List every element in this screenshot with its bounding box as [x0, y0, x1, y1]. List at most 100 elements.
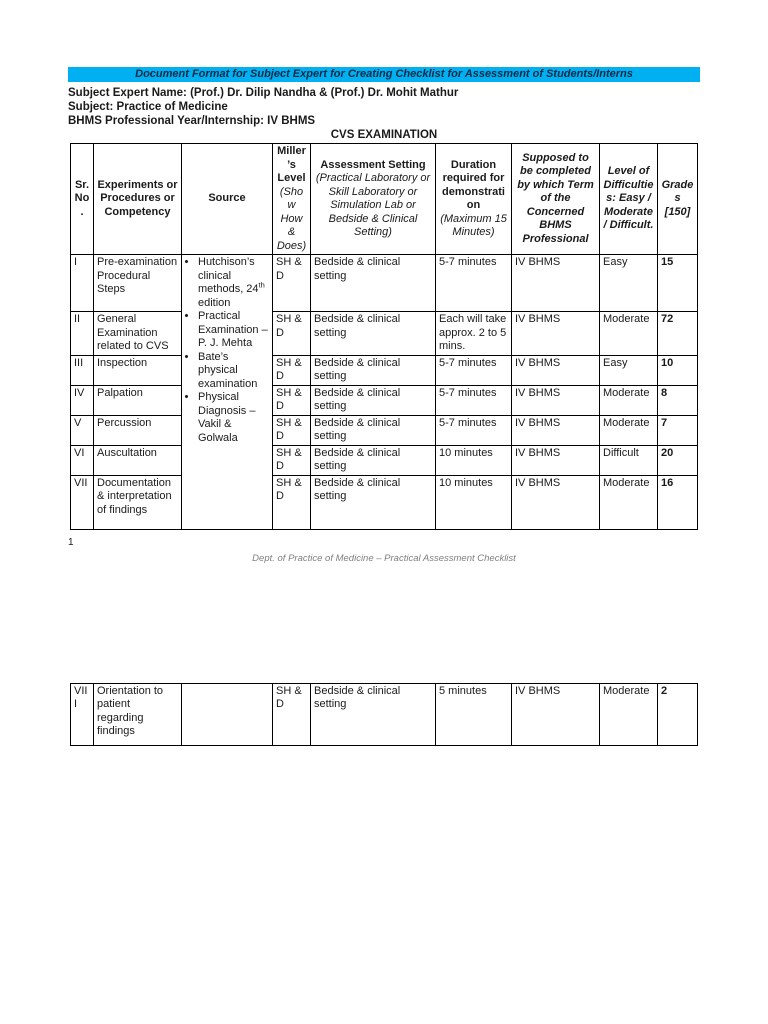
cell-difficulty: Moderate	[599, 474, 658, 530]
duration-title: Duration required for demonstration	[442, 158, 505, 212]
cell-term: IV BHMS	[511, 311, 600, 356]
cell-term: IV BHMS	[511, 354, 600, 386]
cell-difficulty: Moderate	[599, 414, 658, 446]
cell-grade: 72	[657, 311, 698, 356]
cell-assessment-setting: Bedside & clinical setting	[310, 444, 436, 476]
duration-subtitle: (Maximum 15 Minutes)	[440, 212, 507, 239]
cell-miller-level: SH & D	[272, 474, 311, 530]
col-header-grades: Grades [150]	[657, 143, 698, 255]
cell-sr-no: II	[70, 311, 94, 356]
cell-grade: 15	[657, 254, 698, 312]
table-row: II General Examination related to CVS SH…	[70, 311, 698, 356]
cell-experiment: Pre-examination Procedural Steps	[93, 254, 182, 312]
col-header-supposed-term: Supposed to be completed by which Term o…	[511, 143, 600, 255]
cell-assessment-setting: Bedside & clinical setting	[310, 254, 436, 312]
cell-experiment: General Examination related to CVS	[93, 311, 182, 356]
cell-source-list: Hutchison’s clinical methods, 24th editi…	[181, 254, 273, 530]
source-bullet-list: Hutchison’s clinical methods, 24th editi…	[185, 256, 269, 445]
cvs-examination-continuation-table: VIII Orientation to patient regarding fi…	[70, 682, 698, 746]
cell-miller-level: SH & D	[272, 444, 311, 476]
cell-assessment-setting: Bedside & clinical setting	[310, 414, 436, 446]
cell-grade: 10	[657, 354, 698, 386]
cell-miller-level: SH & D	[272, 414, 311, 446]
table-row: VIII Orientation to patient regarding fi…	[70, 682, 698, 746]
cell-sr-no: I	[70, 254, 94, 312]
cell-term: IV BHMS	[511, 414, 600, 446]
ordinal-superscript: th	[258, 280, 265, 290]
cell-grade: 16	[657, 474, 698, 530]
cell-duration: 5-7 minutes	[435, 254, 512, 312]
cell-experiment: Documentation & interpretation of findin…	[93, 474, 182, 530]
cell-miller-level: SH & D	[272, 254, 311, 312]
cell-duration: Each will take approx. 2 to 5 mins.	[435, 311, 512, 356]
cell-experiment: Percussion	[93, 414, 182, 446]
cell-experiment: Orientation to patient regarding finding…	[93, 682, 182, 746]
source-item: Physical Diagnosis – Vakil & Golwala	[198, 391, 269, 445]
table-row: I Pre-examination Procedural Steps Hutch…	[70, 254, 698, 530]
cell-assessment-setting: Bedside & clinical setting	[310, 682, 436, 746]
assessment-setting-subtitle: (Practical Laboratory or Skill Laborator…	[315, 172, 431, 238]
cell-duration: 10 minutes	[435, 444, 512, 476]
cell-assessment-setting: Bedside & clinical setting	[310, 354, 436, 386]
table-row: III Inspection SH & D Bedside & clinical…	[70, 354, 698, 386]
source-item: Hutchison’s clinical methods, 24th editi…	[198, 256, 269, 310]
section-title: CVS EXAMINATION	[330, 129, 438, 141]
source-item: Practical Examination – P. J. Mehta	[198, 310, 269, 351]
col-header-source: Source	[181, 143, 273, 255]
col-header-assessment-setting: Assessment Setting (Practical Laboratory…	[310, 143, 436, 255]
footer-text: Dept. of Practice of Medicine – Practica…	[252, 552, 516, 564]
assessment-setting-title: Assessment Setting	[320, 158, 426, 171]
cell-assessment-setting: Bedside & clinical setting	[310, 311, 436, 356]
cell-experiment: Auscultation	[93, 444, 182, 476]
cell-sr-no: VIII	[70, 682, 94, 746]
document-title-bar: Document Format for Subject Expert for C…	[68, 67, 700, 82]
cell-miller-level: SH & D	[272, 354, 311, 386]
cell-sr-no: V	[70, 414, 94, 446]
cell-grade: 2	[657, 682, 698, 746]
cell-duration: 10 minutes	[435, 474, 512, 530]
cell-miller-level: SH & D	[272, 682, 311, 746]
cell-grade: 20	[657, 444, 698, 476]
table-row: IV Palpation SH & D Bedside & clinical s…	[70, 384, 698, 416]
cell-term: IV BHMS	[511, 254, 600, 312]
cell-difficulty: Easy	[599, 254, 658, 312]
cell-duration: 5 minutes	[435, 682, 512, 746]
table-header-row: Sr. No. Experiments or Procedures or Com…	[70, 143, 698, 255]
cell-difficulty: Moderate	[599, 682, 658, 746]
col-header-difficulty: Level of Difficulties: Easy / Moderate /…	[599, 143, 658, 255]
subject-line: Subject: Practice of Medicine	[68, 101, 228, 113]
cell-assessment-setting: Bedside & clinical setting	[310, 474, 436, 530]
cell-difficulty: Difficult	[599, 444, 658, 476]
cell-difficulty: Moderate	[599, 311, 658, 356]
source-item: Bate’s physical examination	[198, 351, 269, 392]
col-header-experiments: Experiments or Procedures or Competency	[93, 143, 182, 255]
subject-expert-name: Subject Expert Name: (Prof.) Dr. Dilip N…	[68, 87, 459, 99]
cell-source-list	[181, 682, 273, 746]
cvs-examination-table: Sr. No. Experiments or Procedures or Com…	[70, 143, 698, 530]
cell-difficulty: Moderate	[599, 384, 658, 416]
cell-experiment: Inspection	[93, 354, 182, 386]
col-header-sr-no: Sr. No.	[70, 143, 94, 255]
table-row: VI Auscultation SH & D Bedside & clinica…	[70, 444, 698, 476]
cell-assessment-setting: Bedside & clinical setting	[310, 384, 436, 416]
cell-duration: 5-7 minutes	[435, 354, 512, 386]
document-content: Document Format for Subject Expert for C…	[68, 67, 700, 746]
document-meta: Subject Expert Name: (Prof.) Dr. Dilip N…	[68, 86, 700, 128]
cell-grade: 8	[657, 384, 698, 416]
millers-level-subtitle: (Show How & Does)	[276, 185, 307, 252]
millers-level-title: Miller’s Level	[277, 145, 306, 184]
cell-sr-no: VII	[70, 474, 94, 530]
cell-difficulty: Easy	[599, 354, 658, 386]
cell-grade: 7	[657, 414, 698, 446]
cell-term: IV BHMS	[511, 474, 600, 530]
cell-experiment: Palpation	[93, 384, 182, 416]
col-header-duration: Duration required for demonstration (Max…	[435, 143, 512, 255]
col-header-millers-level: Miller’s Level (Show How & Does)	[272, 143, 311, 255]
table-row: VII Documentation & interpretation of fi…	[70, 474, 698, 530]
table-row: V Percussion SH & D Bedside & clinical s…	[70, 414, 698, 446]
cell-miller-level: SH & D	[272, 384, 311, 416]
cell-term: IV BHMS	[511, 682, 600, 746]
cell-term: IV BHMS	[511, 444, 600, 476]
cell-duration: 5-7 minutes	[435, 384, 512, 416]
